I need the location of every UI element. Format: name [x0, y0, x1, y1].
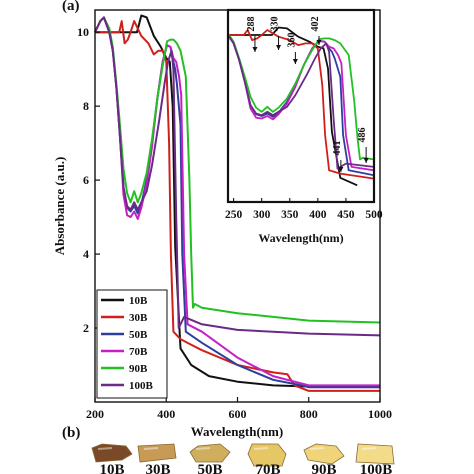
legend: 10B 30B 50B 70B 90B 100B: [96, 289, 168, 399]
inset-annotation-486: 486: [357, 128, 368, 143]
main-x-axis-label: Wavelength(nm): [191, 424, 283, 439]
inset-annotation-arrowhead-288: [252, 47, 258, 52]
sample-label-100B: 100B: [360, 462, 393, 474]
legend-box: [96, 289, 168, 399]
sample-photo-90B: [303, 443, 345, 465]
sample-label-50B: 50B: [197, 462, 222, 474]
panel-a-label: (a): [62, 0, 80, 14]
inset-x-axis-label: Wavelength(nm): [258, 231, 343, 245]
inset-x-tick-label-350: 350: [281, 209, 299, 221]
inset-x-tick-label-300: 300: [253, 209, 271, 221]
y-tick-label-4: 4: [83, 247, 89, 261]
inset-annotation-arrowhead-330: [276, 45, 282, 50]
inset-plot-frame: [226, 8, 376, 204]
inset-annotation-330: 330: [270, 17, 281, 32]
inset-annotation-402: 402: [310, 17, 321, 32]
y-tick-label-2: 2: [83, 321, 89, 335]
legend-label-30B: 30B: [129, 312, 148, 324]
inset-plot: 250 300 350 400 450 500 288 330 360 402 441 486 Wa…: [225, 8, 383, 245]
inset-annotation-arrowhead-441: [338, 167, 344, 172]
panel-b-label: (b): [62, 425, 80, 441]
legend-label-50B: 50B: [129, 329, 148, 341]
sample-photo-50B: [189, 443, 231, 463]
y-tick-label-6: 6: [83, 173, 89, 187]
y-tick-label-8: 8: [83, 99, 89, 113]
sample-photo-70B: [247, 443, 287, 467]
x-tick-label-600: 600: [229, 407, 247, 421]
sample-photo-30B: [137, 443, 177, 463]
sample-label-10B: 10B: [99, 462, 124, 474]
y-tick-label-10: 10: [77, 25, 89, 39]
legend-label-90B: 90B: [129, 363, 148, 375]
sample-label-30B: 30B: [145, 462, 170, 474]
legend-label-10B: 10B: [129, 295, 148, 307]
main-y-axis-label: Absorbance (a.u.): [52, 157, 67, 256]
sample-label-70B: 70B: [255, 462, 280, 474]
inset-x-tick-label-400: 400: [309, 209, 327, 221]
inset-series-line-10B: [228, 26, 358, 187]
x-tick-label-400: 400: [157, 407, 175, 421]
legend-label-100B: 100B: [129, 380, 154, 392]
sample-photo-10B: [91, 443, 133, 463]
inset-annotation-arrowhead-360: [292, 59, 298, 64]
main-plot: 200 400 600 800 1000 2 4 6 8 10 Wavelength(nm) Ab…: [52, 9, 392, 439]
x-tick-label-1000: 1000: [368, 407, 392, 421]
inset-annotation-441: 441: [332, 141, 343, 156]
inset-annotation-360: 360: [286, 33, 297, 48]
sample-photo-100B: [355, 443, 395, 465]
inset-annotation-288: 288: [246, 17, 257, 32]
sample-photos: 10B 30B 50B 70B 90B 100B: [91, 443, 395, 474]
x-tick-label-200: 200: [86, 407, 104, 421]
inset-series-line-100B: [228, 33, 374, 170]
inset-annotation-arrowhead-486: [363, 158, 369, 163]
series-line-100B: [94, 16, 381, 337]
inset-annotation-arrowhead-402: [316, 40, 322, 45]
inset-series-line-30B: [228, 29, 374, 180]
inset-series-line-90B: [228, 32, 374, 161]
inset-x-tick-label-250: 250: [225, 209, 243, 221]
legend-label-70B: 70B: [129, 346, 148, 358]
x-tick-label-800: 800: [300, 407, 318, 421]
inset-x-tick-label-450: 450: [337, 209, 355, 221]
sample-label-90B: 90B: [311, 462, 336, 474]
inset-x-tick-label-500: 500: [365, 209, 383, 221]
